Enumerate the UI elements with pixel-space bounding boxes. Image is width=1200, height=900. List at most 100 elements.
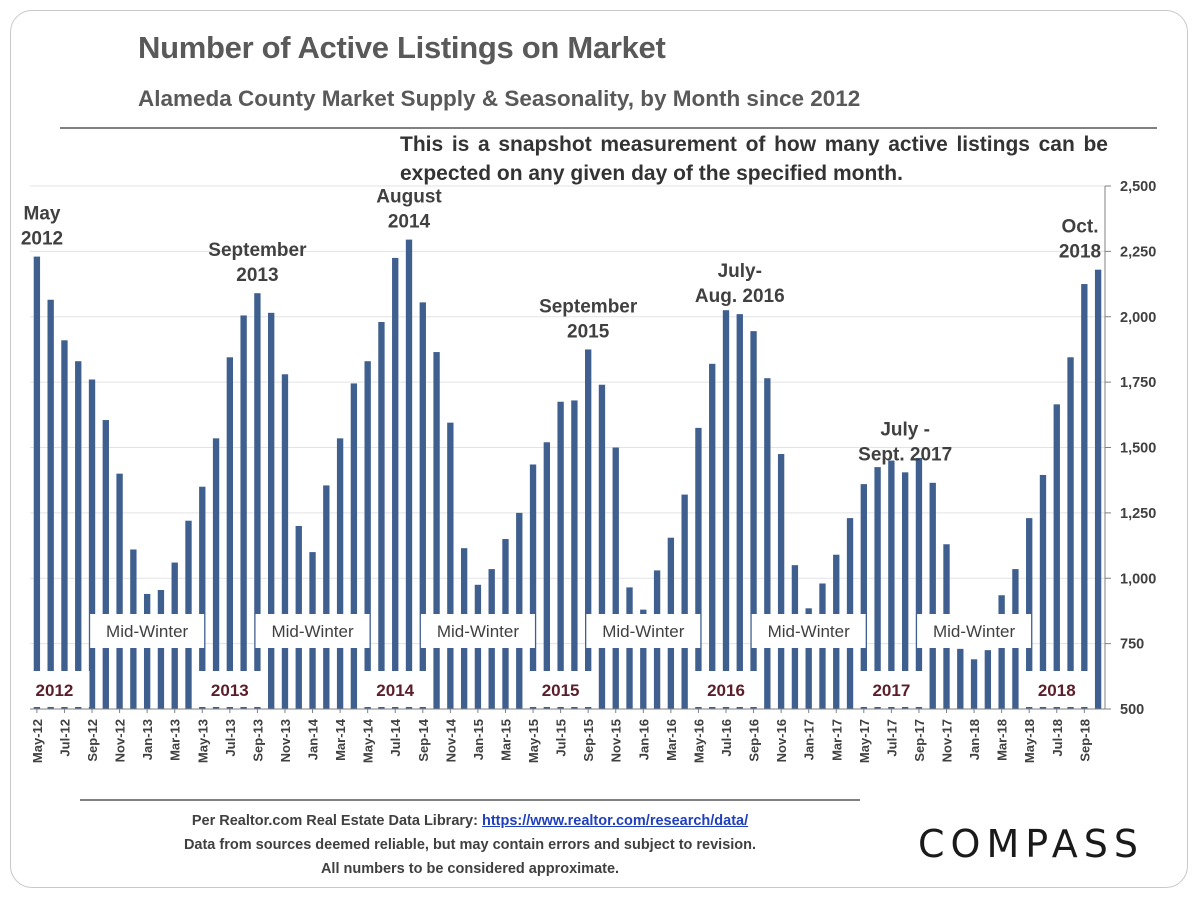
peak-annotation: 2014 bbox=[388, 212, 431, 233]
year-label: 2012 bbox=[36, 681, 74, 700]
year-box bbox=[525, 671, 596, 707]
compass-logo: COMPASS bbox=[918, 822, 1144, 866]
chart-subtitle: Alameda County Market Supply & Seasonali… bbox=[138, 86, 861, 111]
year-label: 2013 bbox=[211, 681, 249, 700]
year-label: 2018 bbox=[1038, 681, 1076, 700]
bar-Feb-13 bbox=[157, 590, 165, 709]
bar-Jul-12 bbox=[61, 340, 68, 709]
mid-winter-label: Mid-Winter bbox=[768, 622, 851, 641]
mid-winter-label: Mid-Winter bbox=[271, 622, 354, 641]
peak-annotation: 2012 bbox=[21, 229, 63, 250]
bar-Dec-15 bbox=[626, 587, 633, 709]
x-tick-label: Nov-15 bbox=[609, 719, 624, 762]
x-tick-label: Jan-13 bbox=[140, 719, 155, 760]
bar-Aug-18 bbox=[1067, 357, 1074, 709]
bar-Oct-16 bbox=[764, 378, 771, 709]
x-tick-label: Sep-16 bbox=[747, 719, 762, 762]
x-tick-label: May-16 bbox=[691, 719, 706, 763]
x-tick-label: Sep-14 bbox=[416, 718, 431, 761]
year-box bbox=[856, 671, 927, 707]
bar-Sep-16 bbox=[750, 331, 757, 709]
mid-winter-box bbox=[917, 614, 1032, 648]
bar-Feb-14 bbox=[323, 485, 330, 709]
bar-Oct-17 bbox=[929, 482, 936, 709]
bar-Jun-14 bbox=[378, 321, 385, 709]
x-tick-label: Jan-14 bbox=[306, 718, 321, 760]
x-tick-label: May-12 bbox=[30, 719, 45, 763]
bar-Sep-18 bbox=[1081, 284, 1088, 709]
peak-annotation: September bbox=[539, 296, 638, 317]
x-tick-label: May-15 bbox=[526, 719, 541, 763]
x-tick-label: Mar-18 bbox=[995, 719, 1010, 761]
footer-disclaimer: Data from sources deemed reliable, but m… bbox=[183, 837, 757, 853]
x-tick-label: Nov-12 bbox=[113, 719, 128, 762]
bar-Aug-15 bbox=[571, 400, 578, 709]
bar-Jun-13 bbox=[212, 438, 220, 709]
peak-annotation: Sept. 2017 bbox=[858, 444, 952, 465]
peak-annotation: 2015 bbox=[567, 321, 610, 342]
x-tick-label: Jan-16 bbox=[636, 719, 651, 760]
year-box bbox=[194, 671, 265, 707]
year-label: 2014 bbox=[376, 681, 414, 700]
year-box bbox=[1021, 671, 1092, 707]
x-tick-label: Jul-18 bbox=[1050, 719, 1065, 757]
bar-Apr-15 bbox=[516, 512, 523, 709]
bar-Mar-14 bbox=[336, 438, 344, 709]
peak-annotation: Aug. 2016 bbox=[695, 286, 785, 307]
footer-source-line: Per Realtor.com Real Estate Data Library… bbox=[80, 809, 860, 833]
x-tick-label: Nov-14 bbox=[443, 718, 458, 762]
peak-annotation: August bbox=[376, 187, 442, 208]
mid-winter-box bbox=[255, 614, 370, 648]
bar-Jan-13 bbox=[143, 593, 151, 709]
bar-Jul-18 bbox=[1053, 404, 1060, 709]
bar-Aug-13 bbox=[240, 315, 247, 709]
x-tick-label: Jul-14 bbox=[388, 718, 403, 756]
bar-Dec-17 bbox=[957, 648, 964, 709]
y-tick-label: 1,750 bbox=[1120, 375, 1156, 391]
x-tick-label: Mar-17 bbox=[829, 719, 844, 761]
footer-source-prefix: Per Realtor.com Real Estate Data Library… bbox=[191, 813, 482, 829]
x-tick-label: Jul-16 bbox=[719, 719, 734, 757]
peak-annotation: Oct. bbox=[1062, 217, 1099, 238]
bar-Sep-15 bbox=[585, 349, 592, 709]
bar-May-13 bbox=[199, 486, 206, 709]
bar-Jun-17 bbox=[874, 467, 881, 709]
bar-Jan-18 bbox=[970, 659, 978, 709]
bar-Apr-17 bbox=[846, 518, 854, 709]
bar-Jun-12 bbox=[47, 299, 54, 709]
footer-divider bbox=[80, 799, 860, 801]
x-tick-label: Jul-13 bbox=[223, 719, 238, 757]
bar-Jul-15 bbox=[557, 401, 564, 709]
x-tick-label: Nov-16 bbox=[774, 719, 789, 762]
bar-Oct-12 bbox=[102, 420, 109, 709]
mid-winter-box bbox=[586, 614, 701, 648]
x-tick-label: May-13 bbox=[195, 719, 210, 763]
bar-May-15 bbox=[529, 464, 537, 709]
x-tick-label: Jul-17 bbox=[884, 719, 899, 757]
x-tick-label: Sep-13 bbox=[250, 719, 265, 762]
chart-note: This is a snapshot measurement of how ma… bbox=[400, 133, 1108, 185]
source-link[interactable]: https://www.realtor.com/research/data/ bbox=[481, 813, 749, 829]
mid-winter-box bbox=[90, 614, 205, 648]
bar-Feb-18 bbox=[984, 650, 992, 709]
y-tick-label: 2,500 bbox=[1120, 179, 1156, 195]
bar-Oct-14 bbox=[433, 352, 440, 709]
bar-May-18 bbox=[1026, 518, 1033, 709]
footer-approximate: All numbers to be considered approximate… bbox=[320, 861, 620, 877]
x-tick-label: Jul-15 bbox=[554, 719, 569, 757]
peak-annotation: 2013 bbox=[236, 265, 278, 286]
bar-Nov-15 bbox=[612, 447, 619, 709]
bar-Jul-13 bbox=[226, 357, 234, 709]
bar-Jul-16 bbox=[722, 310, 730, 709]
header-divider bbox=[60, 127, 1157, 129]
bar-Sep-13 bbox=[254, 293, 261, 709]
y-tick-label: 1,500 bbox=[1120, 441, 1156, 457]
x-tick-label: Nov-17 bbox=[940, 719, 955, 762]
x-tick-label: Sep-17 bbox=[912, 719, 927, 762]
x-tick-label: Jul-12 bbox=[57, 719, 72, 757]
bar-Sep-17 bbox=[915, 457, 923, 709]
bar-Sep-14 bbox=[419, 302, 426, 709]
bar-Jun-15 bbox=[543, 442, 550, 709]
bar-Oct-18 bbox=[1094, 269, 1102, 709]
